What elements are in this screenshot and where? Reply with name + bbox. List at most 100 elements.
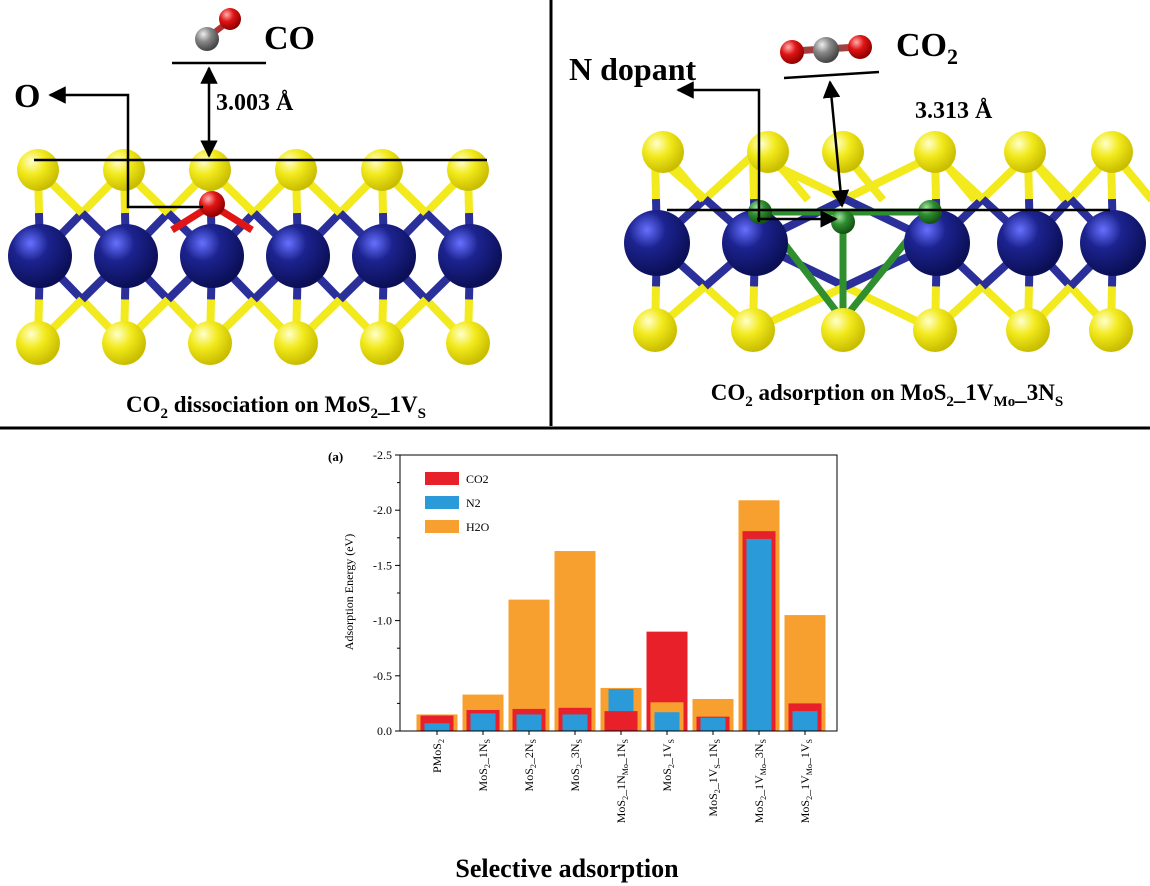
y-axis: 0.0 -0.5 -1.0 -1.5 -2.0 -2.5: [373, 448, 400, 738]
co2-oxygen-atom-left: [780, 40, 804, 64]
legend-swatch-h2o: [425, 520, 459, 533]
left-sulfur-atom: [447, 149, 489, 191]
bar-h2o: [554, 551, 596, 731]
n-dopant-pointer-arrow: [676, 81, 761, 222]
n-dopant-label: N dopant: [569, 51, 697, 87]
left-molybdenum-atom: [352, 224, 416, 288]
right-nitrogen-atom: [831, 210, 855, 234]
bar-n2: [792, 711, 818, 731]
left-molybdenum-atom: [8, 224, 72, 288]
left-surface-oxygen-atom: [199, 191, 225, 217]
left-sulfur-atom: [17, 149, 59, 191]
left-sulfur-atom: [274, 321, 318, 365]
right-sulfur-atom: [633, 308, 677, 352]
y-tick-label: -2.5: [373, 448, 392, 462]
x-tick-label: MoS2_3NS: [568, 739, 584, 791]
right-distance-arrow: [822, 80, 850, 208]
chart-bars: [416, 500, 826, 731]
right-molybdenum-atom: [904, 210, 970, 276]
x-axis: PMoS2 MoS2_1NS MoS2_2NS MoS2_3NS MoS2_1NMo_1…: [430, 731, 814, 823]
right-molybdenum-atom: [1080, 210, 1146, 276]
right-sulfur-atom: [914, 131, 956, 173]
right-atoms: [624, 131, 1146, 352]
x-tick-label: MoS2_1NMo_1NS: [614, 739, 630, 823]
right-molybdenum-atom: [722, 210, 788, 276]
legend-label: CO2: [466, 472, 489, 486]
x-tick-label: MoS2_1VS: [660, 739, 676, 791]
right-sulfur-atom: [822, 131, 864, 173]
y-tick-label: 0.0: [377, 724, 392, 738]
x-tick-label: PMoS2: [430, 739, 446, 773]
left-molybdenum-atom: [180, 224, 244, 288]
right-sulfur-atom: [1091, 131, 1133, 173]
left-sulfur-atom: [16, 321, 60, 365]
left-atoms: [8, 149, 502, 365]
bar-n2: [654, 712, 680, 731]
o-label: O: [14, 78, 40, 115]
co2-label: CO2: [896, 27, 958, 69]
co-oxygen-atom: [219, 8, 241, 30]
left-sulfur-atom: [360, 321, 404, 365]
right-sulfur-atom: [731, 308, 775, 352]
legend-swatch-co2: [425, 472, 459, 485]
bar-n2: [424, 723, 450, 731]
left-sulfur-atom: [102, 321, 146, 365]
right-sulfur-atom: [642, 131, 684, 173]
co2-molecule: [780, 35, 872, 64]
co-label: CO: [264, 20, 315, 57]
co2-oxygen-atom-right: [848, 35, 872, 59]
co2-reference-line: [783, 70, 880, 80]
right-molybdenum-atom: [997, 210, 1063, 276]
left-molybdenum-atom: [94, 224, 158, 288]
legend-label: N2: [466, 496, 481, 510]
bar-n2: [470, 713, 496, 731]
legend-swatch-n2: [425, 496, 459, 509]
bar-n2: [746, 538, 772, 731]
bar-co2: [604, 711, 638, 731]
left-distance-label: 3.003 Å: [216, 90, 294, 116]
x-tick-label: MoS2_1VMo_3NS: [752, 739, 768, 823]
co-carbon-atom: [195, 27, 219, 51]
right-sulfur-atom: [747, 131, 789, 173]
adsorption-chart: (a) 0.0 -0.5 -1.0 -1.5 -2.0 -2.5 PMoS2 MoS2_1N…: [328, 448, 838, 883]
right-mo-s-bond: [702, 152, 756, 202]
left-sulfur-atom: [188, 321, 232, 365]
right-molybdenum-atom: [624, 210, 690, 276]
right-sulfur-atom: [1004, 131, 1046, 173]
left-molybdenum-atom: [438, 224, 502, 288]
x-tick-label: MoS2_1NS: [476, 739, 492, 791]
left-sulfur-atom: [361, 149, 403, 191]
right-sulfur-atom: [913, 308, 957, 352]
right-caption: CO2 adsorption on MoS2_1VMo_3NS: [711, 380, 1063, 410]
bar-n2: [516, 714, 542, 731]
chart-panel-label: (a): [328, 449, 343, 464]
left-sulfur-atom: [446, 321, 490, 365]
x-tick-label: MoS2_1VMo_1VS: [798, 739, 814, 823]
right-nitrogen-atom: [918, 200, 942, 224]
y-tick-label: -1.5: [373, 558, 392, 572]
right-distance-label: 3.313 Å: [915, 98, 993, 124]
left-molybdenum-atom: [266, 224, 330, 288]
co-molecule: [195, 8, 241, 51]
right-sulfur-atom: [821, 308, 865, 352]
x-tick-label: MoS2_1VS_1NS: [706, 739, 722, 817]
co2-carbon-atom: [813, 37, 839, 63]
x-axis-label: Selective adsorption: [455, 854, 679, 883]
right-structure-panel: CO2 N dopant 3.313 Å CO2 adsorption on M…: [569, 27, 1150, 410]
left-sulfur-atom: [103, 149, 145, 191]
left-sulfur-atom: [275, 149, 317, 191]
chart-legend: CO2 N2 H2O: [425, 472, 490, 534]
bar-n2: [562, 714, 588, 731]
y-axis-label: Adsorption Energy (eV): [342, 534, 356, 650]
bar-n2: [700, 717, 726, 731]
y-tick-label: -2.0: [373, 503, 392, 517]
y-tick-label: -1.0: [373, 614, 392, 628]
left-caption: CO2 dissociation on MoS2_1VS: [126, 392, 426, 422]
right-sulfur-atom: [1006, 308, 1050, 352]
y-tick-label: -0.5: [373, 669, 392, 683]
right-sulfur-atom: [1089, 308, 1133, 352]
legend-label: H2O: [466, 520, 490, 534]
left-structure-panel: CO 3.003 Å O CO2 dissociation on MoS2_1V…: [8, 8, 502, 422]
o-pointer-arrow: [48, 86, 203, 209]
